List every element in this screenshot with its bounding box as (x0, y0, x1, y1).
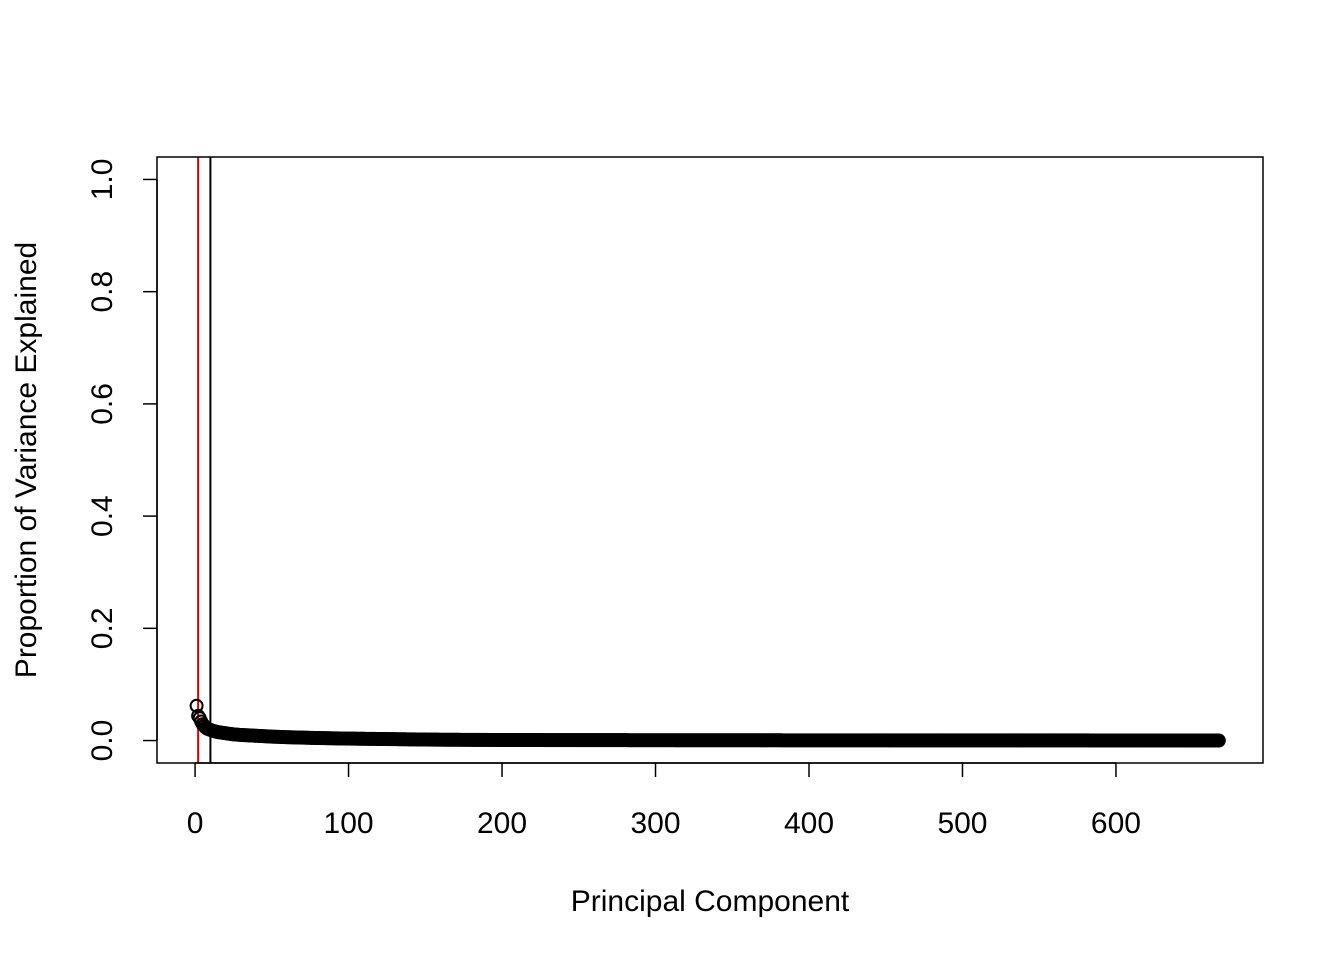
x-tick-label: 0 (187, 807, 204, 840)
y-tick-label: 0.2 (86, 607, 119, 649)
x-axis-label: Principal Component (571, 885, 850, 918)
reference-lines (197, 157, 212, 763)
x-tick-label: 500 (937, 807, 987, 840)
y-tick-label: 0.6 (86, 383, 119, 425)
y-tick-label: 1.0 (86, 159, 119, 201)
data-point (189, 698, 204, 713)
x-tick-label: 300 (630, 807, 680, 840)
x-tick-label: 100 (324, 807, 374, 840)
x-axis: 0 100 200 300 400 500 600 (187, 762, 1141, 840)
x-tick-label: 600 (1091, 807, 1141, 840)
y-axis-label: Proportion of Variance Explained (10, 242, 43, 678)
x-tick-label: 400 (784, 807, 834, 840)
y-tick-label: 0.8 (86, 271, 119, 313)
data-points (189, 698, 1226, 748)
y-tick-label: 0.0 (86, 720, 119, 762)
data-point (1211, 733, 1226, 748)
y-axis: 0.0 0.2 0.4 0.6 0.8 1.0 (86, 159, 158, 762)
x-tick-label: 200 (477, 807, 527, 840)
y-tick-label: 0.4 (86, 495, 119, 537)
